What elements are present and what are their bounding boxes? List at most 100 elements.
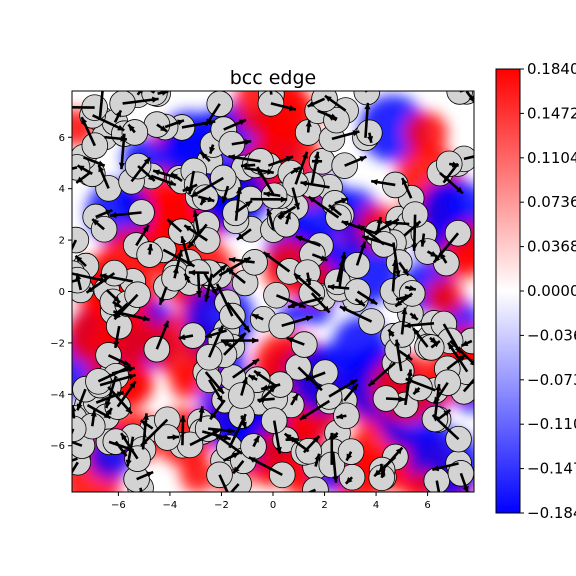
arrow-head: [312, 436, 320, 443]
arrow-head: [241, 377, 248, 385]
arrow-head: [307, 101, 315, 107]
arrow-head: [472, 85, 479, 91]
arrow-head: [117, 124, 125, 131]
arrow-head: [171, 173, 179, 180]
arrow-head: [253, 435, 259, 443]
arrow-head: [394, 270, 401, 277]
arrow-head: [437, 498, 443, 505]
arrow-head: [388, 329, 395, 337]
arrow-head: [159, 297, 165, 305]
y-tick-label: 4: [59, 184, 65, 195]
arrow-head: [113, 296, 120, 303]
arrow-head: [222, 340, 230, 347]
displacement-arrow: [72, 461, 79, 475]
arrow-head: [350, 379, 358, 386]
arrow-head: [125, 459, 132, 467]
arrow-head: [360, 241, 366, 249]
arrow-head: [252, 337, 259, 344]
arrow-head: [294, 273, 301, 281]
arrow-head: [228, 154, 236, 161]
arrow-head: [243, 325, 250, 333]
arrow-head: [75, 273, 82, 281]
arrow-head: [114, 301, 122, 308]
arrow-head: [432, 341, 440, 348]
arrow-head: [379, 468, 386, 476]
displacement-arrow: [432, 232, 460, 264]
arrow-head: [191, 190, 199, 197]
arrow-head: [205, 118, 212, 126]
arrow-head: [59, 486, 65, 493]
arrow-head: [451, 161, 459, 168]
arrow-head: [219, 264, 227, 272]
arrow-head: [295, 235, 303, 242]
arrow-head: [385, 219, 392, 226]
arrow-head: [161, 91, 169, 96]
arrow-head: [336, 413, 344, 420]
displacement-arrow: [462, 377, 474, 393]
atom: [72, 226, 90, 254]
atom: [311, 91, 338, 113]
x-tick-label: 6: [424, 500, 430, 511]
arrow-head: [277, 211, 284, 219]
displacement-arrow: [269, 91, 273, 95]
arrow-head: [263, 191, 271, 198]
arrow-head: [240, 162, 248, 169]
arrow-head: [248, 457, 256, 463]
arrow-head: [76, 403, 83, 411]
arrow-head: [358, 224, 366, 232]
colorbar-tick-label: −0.147: [527, 460, 576, 478]
arrow-head: [205, 332, 213, 339]
arrow-head: [315, 383, 322, 391]
arrow-head: [359, 80, 365, 87]
arrow-head: [46, 465, 53, 471]
arrow-head: [92, 219, 100, 226]
arrow-head: [105, 408, 112, 415]
arrow-head: [327, 115, 335, 121]
arrow-head: [75, 255, 83, 263]
arrow-head: [76, 176, 84, 183]
arrow-head: [214, 433, 222, 440]
arrow-head: [286, 337, 294, 343]
arrow-head: [204, 294, 211, 302]
arrow-head: [97, 160, 105, 167]
arrow-head: [323, 305, 330, 313]
arrow-head: [345, 477, 353, 484]
arrow-head: [481, 152, 488, 158]
atom: [302, 476, 329, 492]
arrow-head: [200, 152, 208, 160]
arrow-head: [160, 125, 167, 132]
arrow-head: [153, 169, 161, 176]
arrow-head: [120, 449, 127, 457]
arrow-head: [182, 185, 190, 192]
arrow-head: [461, 340, 469, 346]
arrow-head: [314, 453, 321, 461]
arrow-head: [402, 177, 408, 185]
arrow-head: [430, 337, 437, 344]
arrow-head: [216, 395, 223, 403]
arrow-head: [288, 302, 295, 309]
arrow-head: [332, 476, 339, 483]
arrow-head: [433, 396, 440, 404]
arrow-head: [394, 339, 401, 347]
colorbar-tick-label: −0.036: [527, 326, 576, 344]
arrow-head: [176, 119, 184, 126]
arrow-head: [327, 284, 335, 291]
arrow-head: [217, 325, 224, 333]
arrow-head: [399, 396, 406, 403]
x-tick-label: 0: [270, 500, 276, 511]
arrow-head: [77, 165, 85, 172]
arrow-head: [98, 165, 105, 173]
colorbar-ticks: 0.1840 0.1472 0.1104 0.0736 0.0368 0.0000 −0.0…: [520, 60, 576, 522]
arrow-head: [305, 315, 313, 322]
arrow-head: [184, 273, 191, 281]
arrow-head: [239, 333, 246, 340]
arrow-head: [142, 315, 150, 322]
strain-blob: [425, 278, 464, 317]
arrow-head: [305, 120, 312, 127]
arrow-head: [395, 447, 403, 455]
arrow-head: [308, 196, 316, 203]
arrow-head: [305, 278, 312, 286]
arrow-head: [228, 256, 236, 263]
arrow-head: [289, 105, 296, 112]
